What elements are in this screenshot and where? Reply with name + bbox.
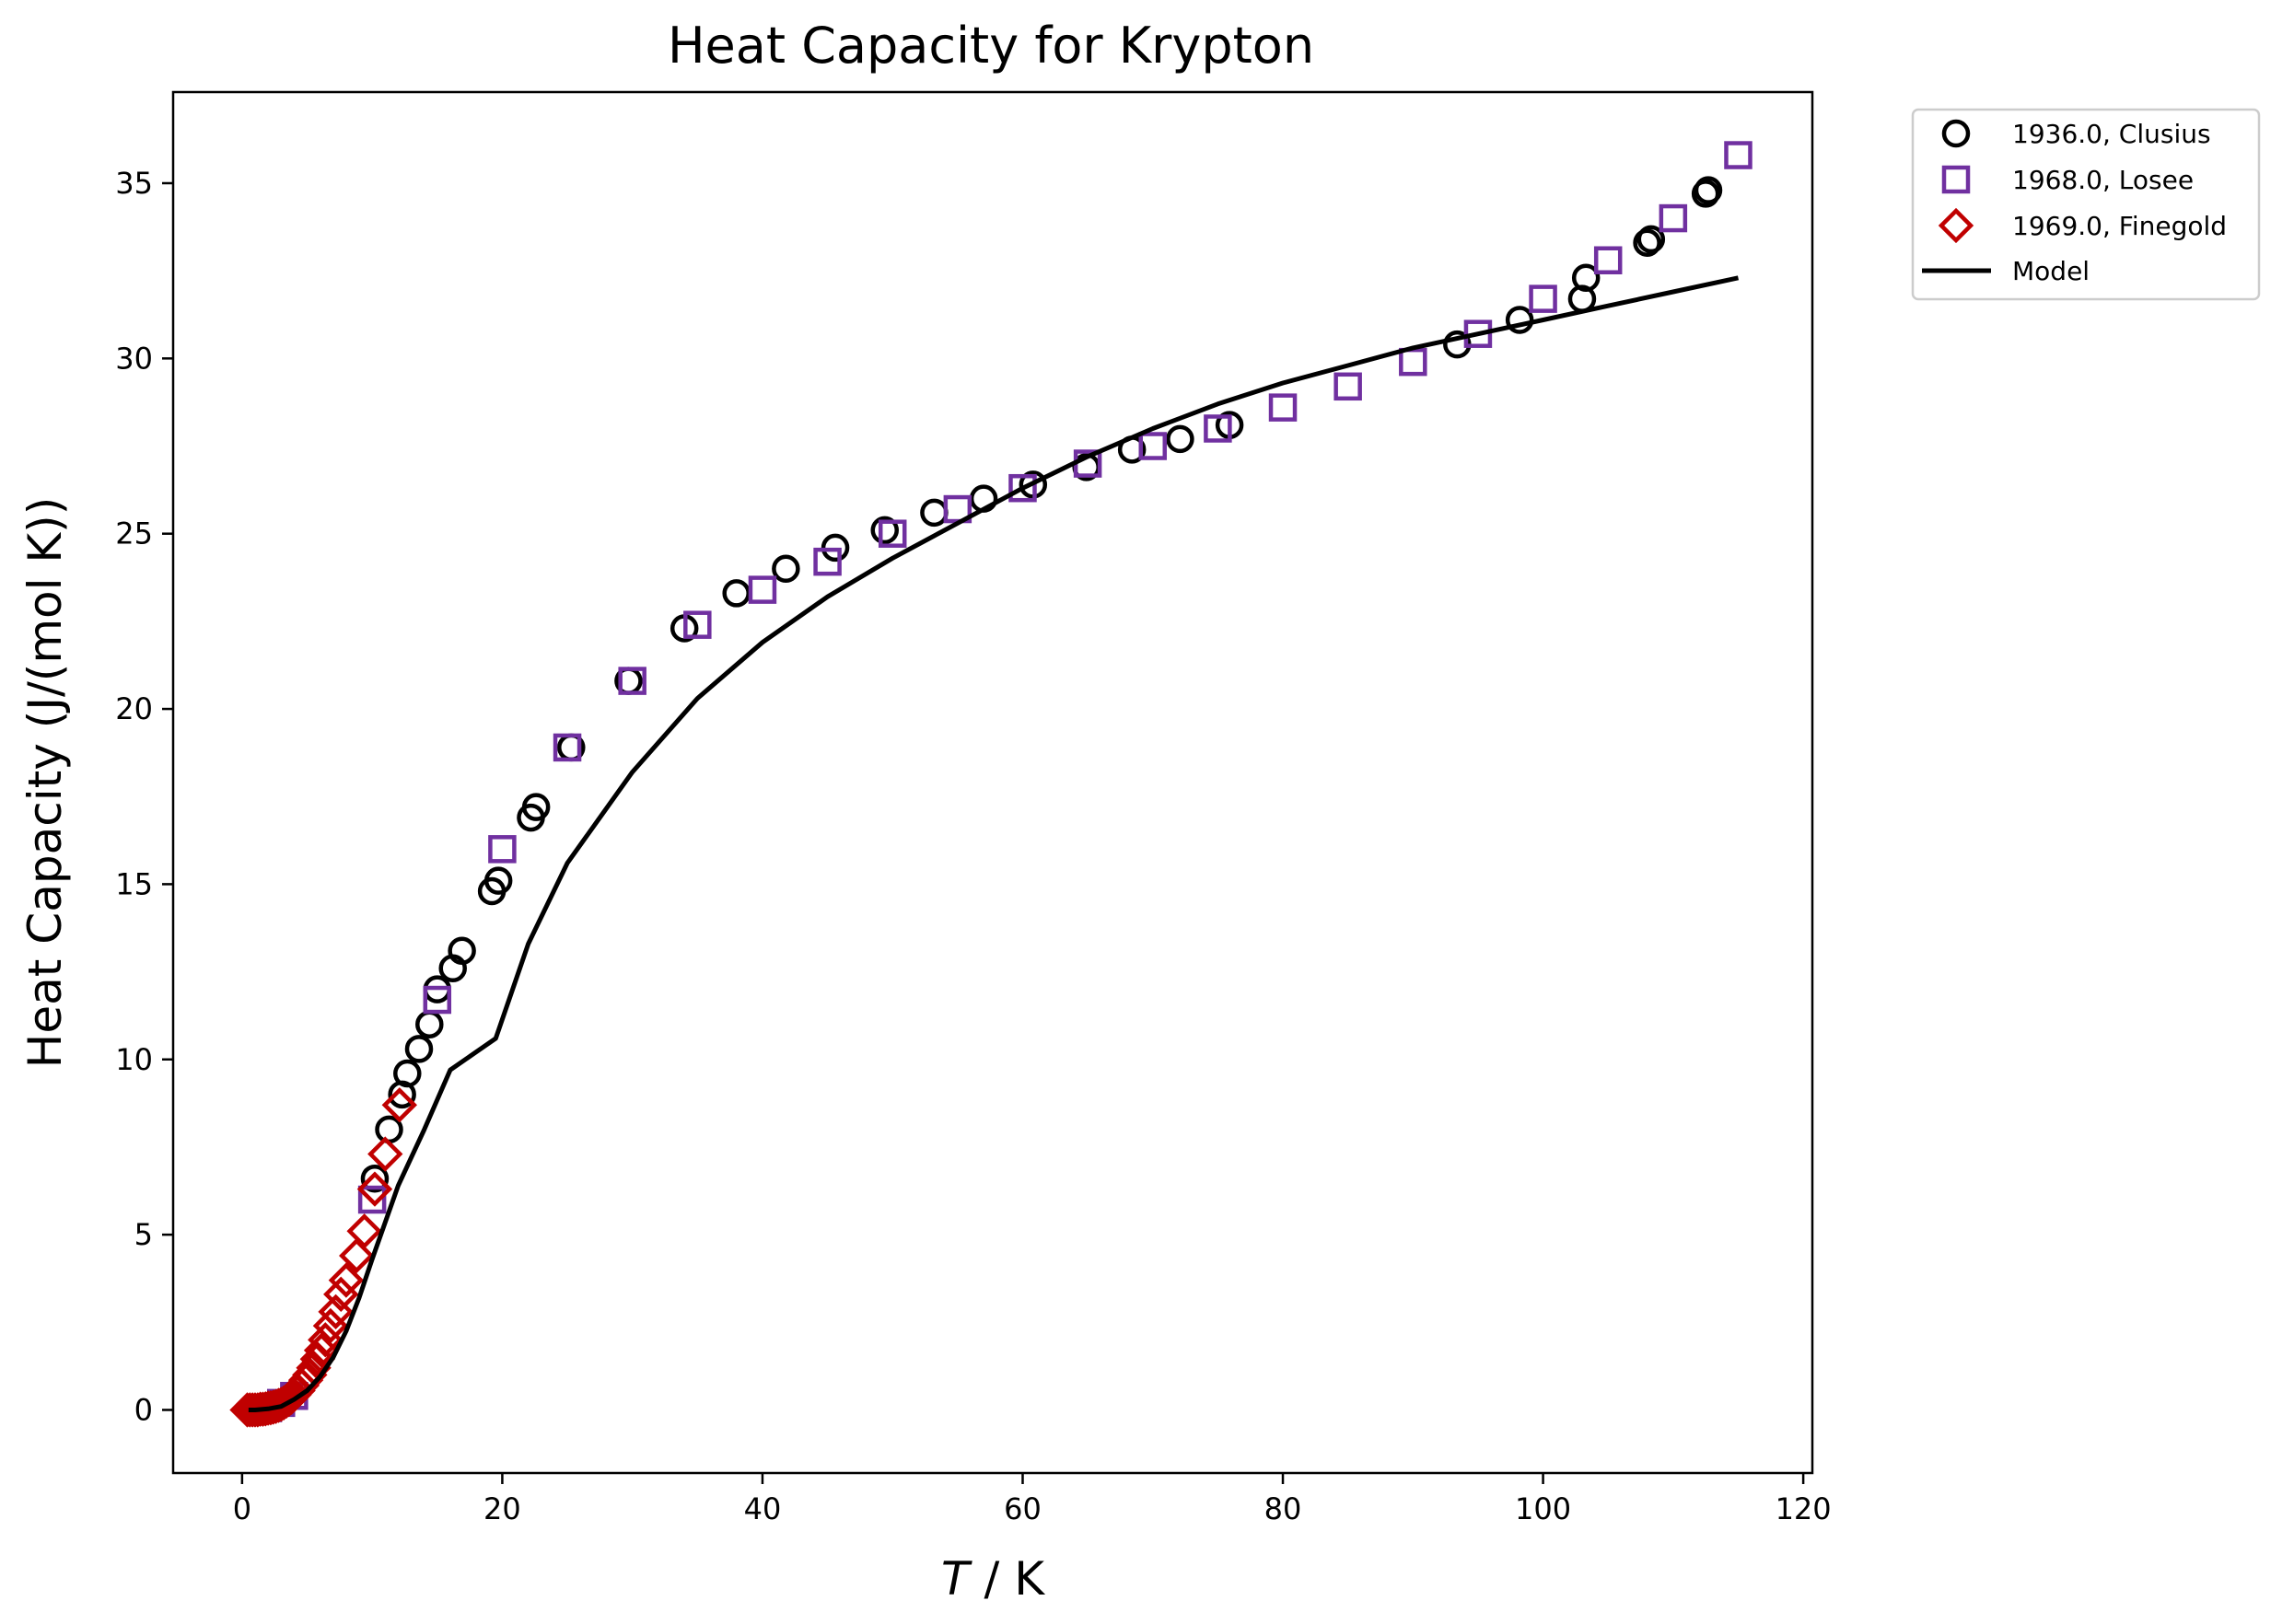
data-point (1633, 228, 1661, 257)
y-axis-label: Heat Capacity (J/(mol K)) (18, 497, 72, 1068)
data-point (346, 1213, 382, 1249)
y-axis-ticks: 0 5 10 15 20 25 30 35 (115, 166, 173, 1427)
plot-area (173, 92, 1812, 1473)
data-point (772, 554, 800, 584)
data-point (328, 1262, 365, 1298)
data-point (339, 1237, 375, 1274)
x-tick-label: 40 (744, 1491, 782, 1526)
legend-item: 1936.0, Clusius (1941, 119, 2211, 149)
legend-marker (1938, 207, 1974, 244)
x-tick-label: 100 (1515, 1491, 1571, 1526)
legend-marker (1941, 119, 1971, 148)
series-3 (229, 1087, 417, 1428)
data-point (1204, 414, 1232, 443)
y-tick-label: 5 (134, 1217, 153, 1252)
legend: 1936.0, Clusius 1968.0, Losee 1969.0, Fine… (1911, 108, 2261, 301)
data-point (748, 575, 777, 604)
legend-label: 1968.0, Losee (2012, 165, 2194, 195)
data-point (1166, 424, 1194, 454)
data-point (488, 835, 517, 864)
y-tick-label: 15 (115, 866, 153, 901)
data-point (1694, 176, 1723, 204)
data-point (870, 516, 899, 545)
data-point (1659, 203, 1688, 233)
y-tick-label: 20 (115, 691, 153, 726)
x-axis-label: T / K (941, 1552, 1045, 1606)
data-point (367, 1136, 403, 1172)
data-point (356, 1171, 393, 1207)
data-point (360, 1164, 390, 1193)
y-tick-label: 0 (134, 1392, 153, 1427)
chart-title: Heat Capacity for Krypton (668, 17, 1314, 75)
y-tick-label: 30 (115, 341, 153, 376)
data-point (1593, 246, 1623, 274)
marks-layer (229, 141, 1753, 1428)
y-tick-label: 35 (115, 166, 153, 201)
data-point (381, 1087, 417, 1123)
data-point (878, 519, 907, 548)
data-point (357, 1185, 387, 1214)
x-tick-label: 20 (483, 1491, 521, 1526)
data-point (1463, 319, 1493, 348)
legend-label: Model (2012, 256, 2090, 286)
data-point (1268, 393, 1298, 422)
data-point (1505, 306, 1534, 334)
model-line (248, 275, 1740, 1412)
data-point (1724, 141, 1753, 169)
data-point (448, 936, 476, 965)
legend-label: 1936.0, Clusius (2012, 119, 2211, 149)
data-point (683, 610, 712, 639)
data-point (722, 579, 751, 608)
legend-box (1911, 108, 2261, 301)
data-point (1008, 473, 1037, 503)
data-point (1571, 263, 1601, 293)
data-point (393, 1059, 422, 1088)
data-point (303, 1332, 340, 1368)
y-tick-label: 25 (115, 516, 153, 551)
x-tick-label: 60 (1004, 1491, 1042, 1526)
legend-item: 1969.0, Finegold (1938, 207, 2227, 244)
x-axis-ticks: 0 20 40 60 80 100 120 (233, 1473, 1832, 1526)
data-point (483, 866, 513, 895)
legend-marker (1941, 165, 1971, 194)
data-point (553, 733, 582, 762)
data-point (1138, 432, 1168, 460)
plot-frame (171, 90, 1814, 1475)
data-point (1529, 284, 1557, 313)
legend-item: 1968.0, Losee (1941, 165, 2194, 195)
series-1 (360, 176, 1723, 1193)
legend-item: Model (1922, 256, 2090, 286)
y-tick-label: 10 (115, 1042, 153, 1077)
x-tick-label: 0 (233, 1491, 251, 1526)
data-point (618, 667, 646, 695)
data-point (521, 793, 551, 821)
data-point (1333, 372, 1362, 401)
legend-label: 1969.0, Finegold (2012, 211, 2227, 241)
x-tick-label: 120 (1776, 1491, 1832, 1526)
data-point (423, 985, 452, 1015)
data-point (404, 1035, 434, 1063)
data-point (1636, 225, 1666, 254)
x-tick-label: 80 (1264, 1491, 1302, 1526)
data-point (813, 547, 842, 576)
